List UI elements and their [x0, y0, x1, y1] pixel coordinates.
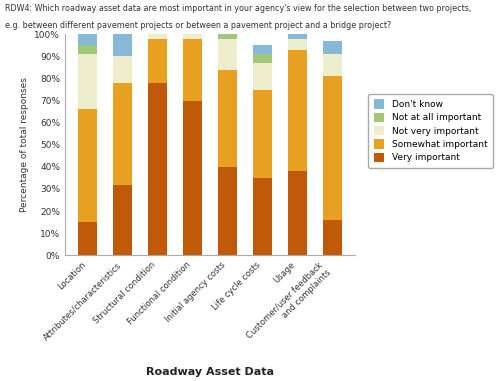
Bar	[253, 45, 272, 54]
Bar	[288, 39, 307, 50]
Bar	[113, 56, 132, 83]
Bar	[113, 184, 132, 255]
Bar	[322, 76, 342, 220]
Bar	[183, 34, 202, 39]
Bar	[78, 222, 98, 255]
Bar	[218, 39, 237, 70]
Bar	[148, 39, 167, 83]
Legend: Don't know, Not at all important, Not very important, Somewhat important, Very i: Don't know, Not at all important, Not ve…	[368, 94, 492, 168]
Bar	[288, 34, 307, 39]
Bar	[253, 54, 272, 63]
Bar	[113, 83, 132, 184]
Bar	[322, 54, 342, 76]
Bar	[253, 90, 272, 178]
Bar	[78, 54, 98, 109]
Bar	[113, 34, 132, 56]
Bar	[218, 70, 237, 167]
Bar	[253, 178, 272, 255]
Bar	[322, 220, 342, 255]
Bar	[78, 32, 98, 45]
Bar	[288, 171, 307, 255]
Bar	[183, 101, 202, 255]
Bar	[322, 41, 342, 54]
Bar	[218, 167, 237, 255]
Bar	[288, 50, 307, 171]
Y-axis label: Percentage of total responses: Percentage of total responses	[20, 77, 28, 212]
Bar	[148, 83, 167, 255]
Bar	[183, 39, 202, 101]
Bar	[148, 34, 167, 39]
Bar	[78, 109, 98, 222]
Bar	[253, 63, 272, 90]
Bar	[78, 45, 98, 54]
Text: Roadway Asset Data: Roadway Asset Data	[146, 367, 274, 377]
Text: e.g. between different pavement projects or between a pavement project and a bri: e.g. between different pavement projects…	[5, 21, 391, 30]
Bar	[218, 34, 237, 39]
Text: RDW4: Which roadway asset data are most important in your agency's view for the : RDW4: Which roadway asset data are most …	[5, 4, 471, 13]
